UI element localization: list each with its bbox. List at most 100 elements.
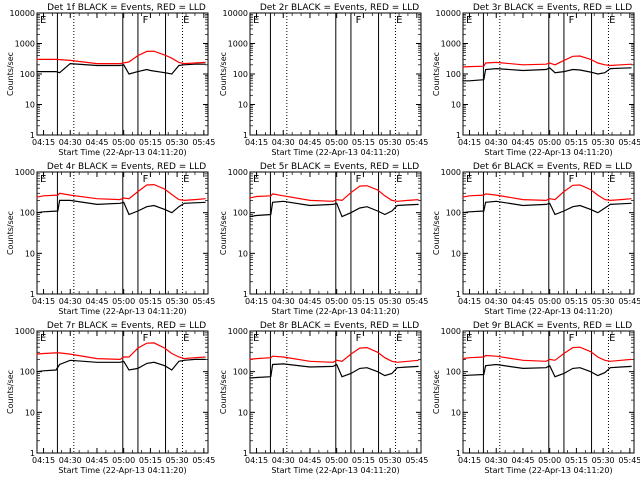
x-tick-label: 05:30 bbox=[166, 138, 189, 147]
y-tick-label: 1 bbox=[456, 290, 461, 299]
events-series-line bbox=[36, 62, 206, 75]
event-marker: E bbox=[183, 15, 189, 26]
x-tick-label: 05:30 bbox=[592, 456, 615, 465]
lld-series-line bbox=[249, 185, 419, 202]
x-tick-label: 05:30 bbox=[379, 297, 402, 306]
x-tick-label: 04:45 bbox=[298, 456, 321, 465]
y-tick-label: 100 bbox=[233, 368, 248, 377]
x-tick-label: 05:00 bbox=[325, 297, 348, 306]
x-tick-label: 05:00 bbox=[325, 456, 348, 465]
x-tick-label: 04:45 bbox=[85, 456, 108, 465]
events-series-line bbox=[36, 358, 206, 373]
x-axis-label: Start Time (22-Apr-13 04:11:20) bbox=[271, 307, 399, 316]
y-tick-label: 1000 bbox=[15, 168, 35, 177]
x-tick-label: 05:15 bbox=[139, 297, 162, 306]
panel-det-9: Det 9r BLACK = Events, RED = LLD 1 10 100 10… bbox=[432, 321, 640, 475]
x-tick-label: 05:00 bbox=[538, 138, 561, 147]
y-tick-label: 10 bbox=[238, 408, 248, 417]
panel-title: Det 4r BLACK = Events, RED = LLD bbox=[47, 162, 206, 172]
y-tick-label: 1 bbox=[30, 290, 35, 299]
event-marker: E bbox=[466, 174, 472, 185]
y-tick-label: 1000 bbox=[15, 327, 35, 336]
event-marker: E bbox=[609, 15, 615, 26]
x-tick-label: 05:30 bbox=[592, 297, 615, 306]
event-marker: E bbox=[396, 333, 402, 344]
y-tick-label: 1 bbox=[456, 449, 461, 458]
x-tick-label: 04:30 bbox=[59, 138, 82, 147]
event-marker: E bbox=[466, 333, 472, 344]
x-tick-label: 05:15 bbox=[565, 456, 588, 465]
x-axis-label: Start Time (22-Apr-13 04:11:20) bbox=[271, 466, 399, 475]
event-marker: E bbox=[609, 333, 615, 344]
event-marker: F bbox=[356, 15, 362, 26]
y-tick-label: 100 bbox=[20, 209, 35, 218]
x-tick-label: 04:15 bbox=[32, 456, 55, 465]
x-axis-label: Start Time (22-Apr-13 04:11:20) bbox=[58, 148, 186, 157]
x-tick-label: 05:30 bbox=[379, 456, 402, 465]
lld-series-line bbox=[462, 184, 632, 202]
y-axis-label: Counts/sec bbox=[6, 211, 15, 255]
panel-title: Det 8r BLACK = Events, RED = LLD bbox=[260, 321, 419, 331]
y-tick-label: 10 bbox=[238, 101, 248, 110]
x-tick-label: 04:45 bbox=[85, 297, 108, 306]
panel-title: Det 9r BLACK = Events, RED = LLD bbox=[473, 321, 632, 331]
y-tick-label: 10000 bbox=[436, 9, 461, 18]
y-tick-label: 100 bbox=[446, 209, 461, 218]
panel-det-2: Det 2r BLACK = Events, RED = LLD 1 10 100 10… bbox=[219, 3, 428, 157]
x-tick-label: 04:15 bbox=[458, 138, 481, 147]
panel-det-6: Det 6r BLACK = Events, RED = LLD 1 10 100 10… bbox=[432, 162, 640, 316]
x-tick-label: 04:45 bbox=[511, 138, 534, 147]
x-tick-label: 05:45 bbox=[618, 138, 640, 147]
y-tick-label: 1 bbox=[243, 131, 248, 140]
y-tick-label: 1 bbox=[30, 449, 35, 458]
y-tick-label: 100 bbox=[20, 368, 35, 377]
event-marker: F bbox=[569, 174, 575, 185]
x-tick-label: 05:30 bbox=[379, 138, 402, 147]
y-tick-label: 100 bbox=[233, 70, 248, 79]
x-tick-label: 04:30 bbox=[272, 138, 295, 147]
y-tick-label: 100 bbox=[20, 70, 35, 79]
x-tick-label: 05:15 bbox=[139, 456, 162, 465]
y-tick-label: 1000 bbox=[441, 168, 461, 177]
event-marker: F bbox=[356, 174, 362, 185]
panel-title: Det 1f BLACK = Events, RED = LLD bbox=[47, 3, 206, 13]
y-tick-label: 10 bbox=[451, 249, 461, 258]
x-tick-label: 05:45 bbox=[192, 297, 215, 306]
panel-det-5: Det 5r BLACK = Events, RED = LLD 1 10 100 10… bbox=[219, 162, 428, 316]
lld-series-line bbox=[36, 50, 206, 65]
events-series-line bbox=[462, 363, 632, 378]
event-marker: E bbox=[183, 174, 189, 185]
x-tick-label: 04:45 bbox=[298, 297, 321, 306]
panel-title: Det 3r BLACK = Events, RED = LLD bbox=[473, 3, 632, 13]
x-tick-label: 05:00 bbox=[112, 138, 135, 147]
y-tick-label: 1000 bbox=[441, 327, 461, 336]
y-axis-label: Counts/sec bbox=[219, 211, 228, 255]
y-tick-label: 1000 bbox=[441, 40, 461, 49]
lld-series-line bbox=[36, 342, 206, 361]
x-tick-label: 04:30 bbox=[485, 138, 508, 147]
event-marker: E bbox=[253, 174, 259, 185]
y-axis-label: Counts/sec bbox=[432, 211, 441, 255]
y-axis-label: Counts/sec bbox=[219, 52, 228, 96]
y-axis-label: Counts/sec bbox=[6, 52, 15, 96]
event-marker: E bbox=[396, 15, 402, 26]
events-series-line bbox=[462, 67, 632, 82]
events-series-line bbox=[462, 200, 632, 216]
y-axis-label: Counts/sec bbox=[6, 370, 15, 414]
lld-series-line bbox=[462, 346, 632, 362]
x-axis-label: Start Time (22-Apr-13 04:11:20) bbox=[484, 307, 612, 316]
x-tick-label: 05:15 bbox=[565, 297, 588, 306]
x-tick-label: 05:15 bbox=[352, 297, 375, 306]
y-tick-label: 10 bbox=[451, 408, 461, 417]
x-axis-label: Start Time (22-Apr-13 04:11:20) bbox=[484, 148, 612, 157]
events-series-line bbox=[249, 200, 419, 218]
x-tick-label: 04:15 bbox=[32, 138, 55, 147]
event-marker: E bbox=[183, 333, 189, 344]
y-tick-label: 1 bbox=[456, 131, 461, 140]
event-marker: E bbox=[466, 15, 472, 26]
x-tick-label: 05:15 bbox=[352, 456, 375, 465]
x-tick-label: 04:30 bbox=[485, 297, 508, 306]
x-tick-label: 05:45 bbox=[405, 138, 428, 147]
x-tick-label: 04:30 bbox=[59, 456, 82, 465]
panel-title: Det 5r BLACK = Events, RED = LLD bbox=[260, 162, 419, 172]
